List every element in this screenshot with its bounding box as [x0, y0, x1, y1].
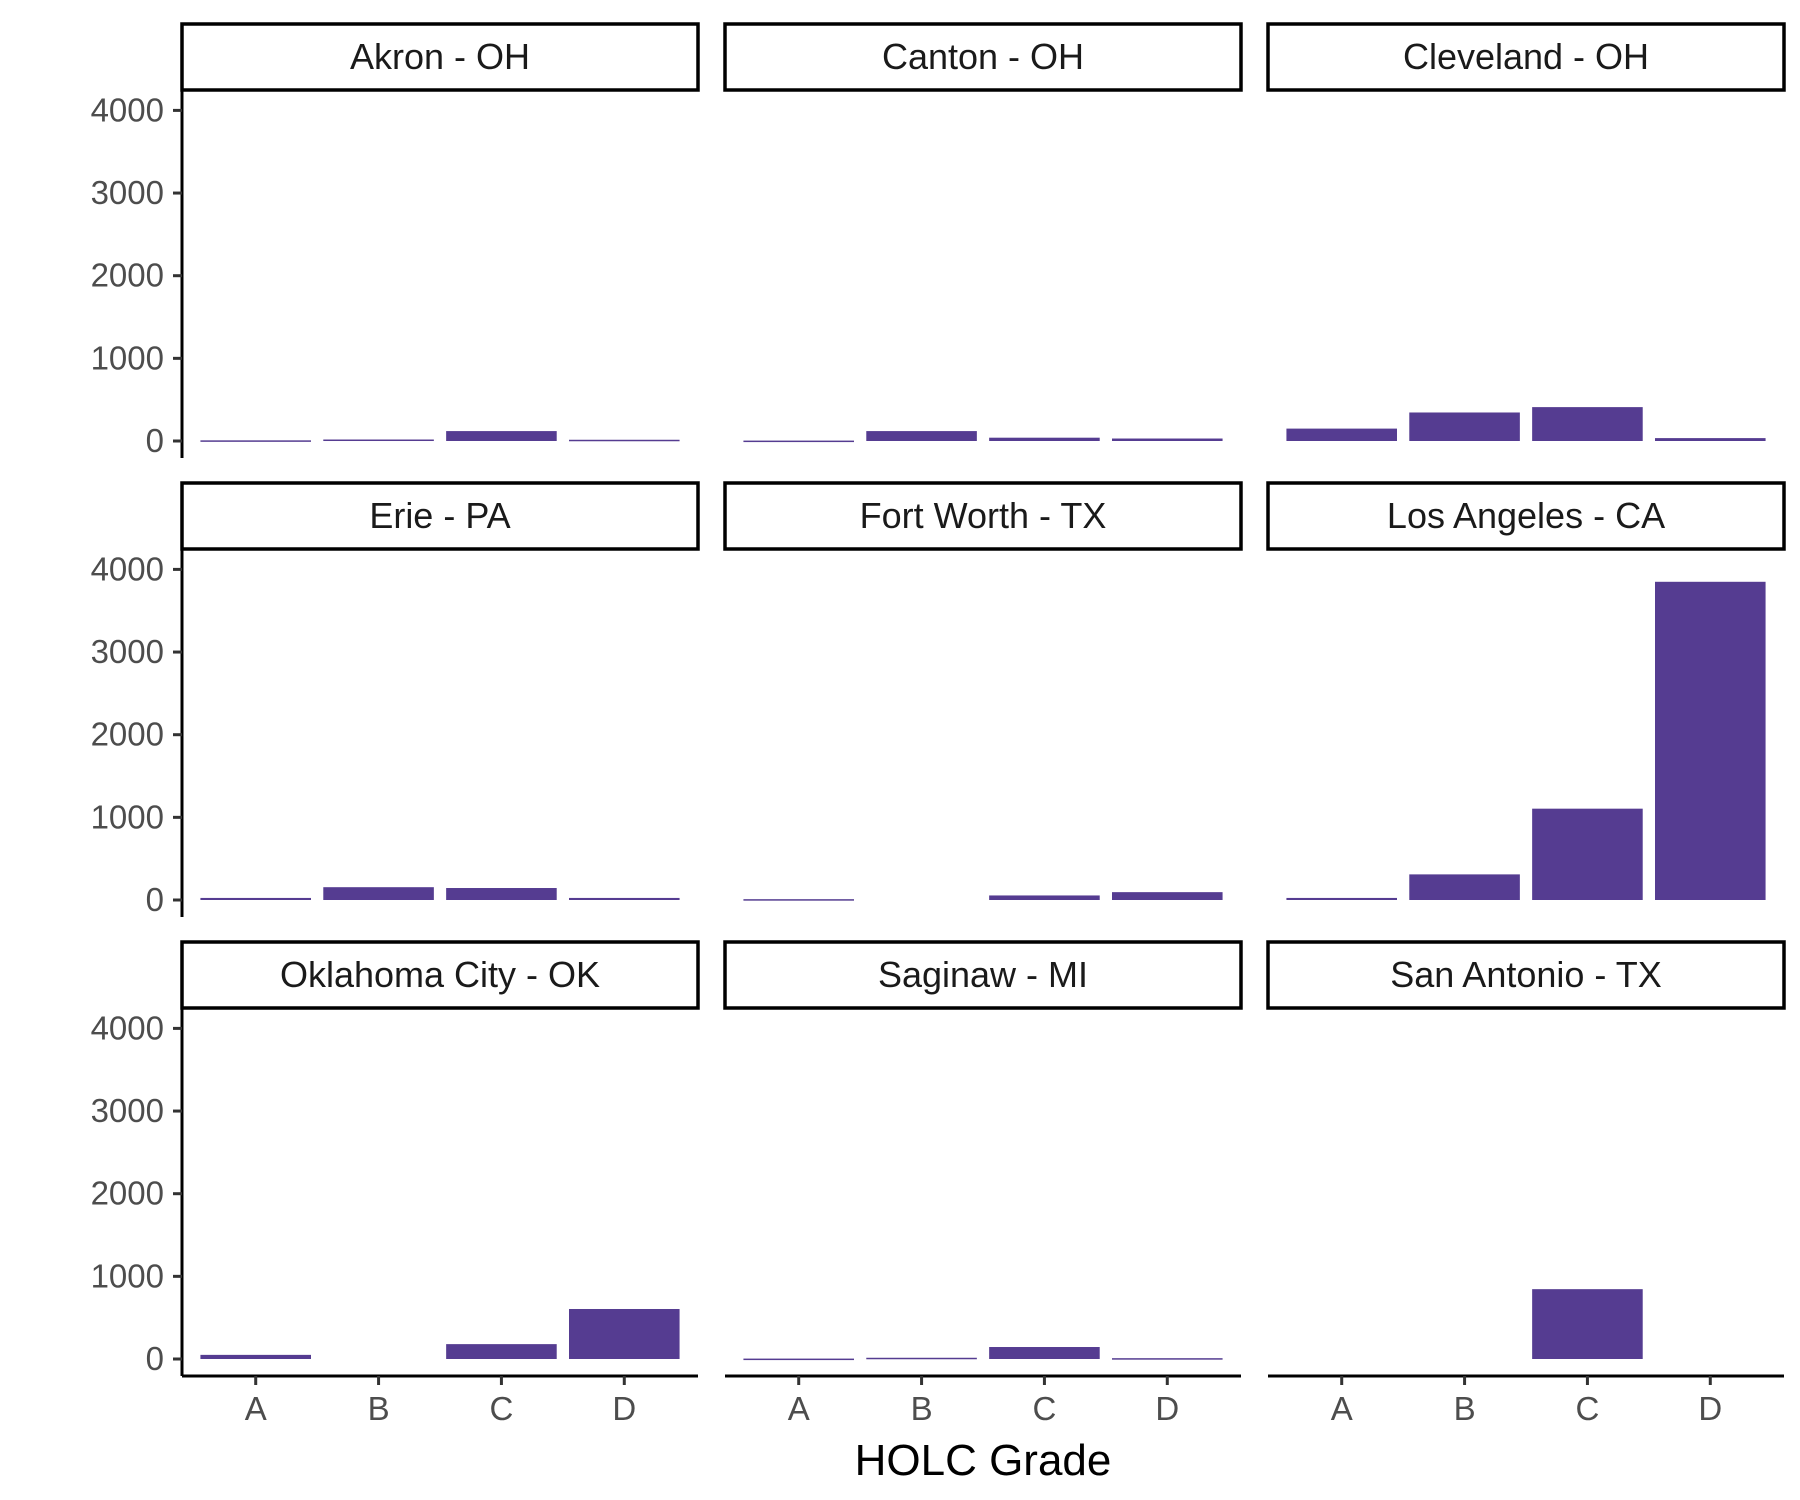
facet-title: Oklahoma City - OK [280, 954, 600, 995]
bar-B [866, 1357, 977, 1360]
bar-C [446, 431, 557, 441]
facet-title: Fort Worth - TX [860, 495, 1107, 536]
x-tick-label: C [1033, 1390, 1057, 1427]
bar-D [1655, 438, 1766, 441]
bar-A [200, 1354, 311, 1359]
y-tick-label: 1000 [91, 1257, 164, 1294]
y-tick-label: 0 [146, 1340, 164, 1377]
y-tick-label: 1000 [91, 798, 164, 835]
y-tick-label: 3000 [91, 174, 164, 211]
facet-panel-7: Saginaw - MI A B C D [723, 940, 1243, 1427]
y-tick-label: 4000 [91, 1009, 164, 1046]
bar-D [569, 897, 680, 900]
bar-B [1409, 412, 1520, 441]
x-tick-label: A [1331, 1390, 1353, 1427]
y-tick-label: 0 [146, 422, 164, 459]
x-tick-label: D [1698, 1390, 1722, 1427]
facet-strip [723, 940, 1243, 1010]
facet-strip [180, 22, 700, 92]
facet-title: Erie - PA [369, 495, 510, 536]
x-tick-label: B [911, 1390, 933, 1427]
facet-title: Akron - OH [350, 36, 530, 77]
bar-C [989, 895, 1100, 900]
facet-panel-2: Cleveland - OH [1266, 22, 1786, 441]
facet-title: San Antonio - TX [1390, 954, 1662, 995]
x-tick-label: B [1454, 1390, 1476, 1427]
bar-C [1532, 808, 1643, 900]
facet-strip [723, 22, 1243, 92]
bar-D [1655, 581, 1766, 900]
y-tick-label: 4000 [91, 91, 164, 128]
bar-C [446, 1344, 557, 1359]
y-tick-label: 2000 [91, 1175, 164, 1212]
y-tick-label: 2000 [91, 257, 164, 294]
x-tick-label: A [245, 1390, 267, 1427]
facet-strip [1266, 22, 1786, 92]
bar-B [323, 887, 434, 900]
bar-C [1532, 407, 1643, 441]
bar-D [569, 439, 680, 442]
bar-A [200, 440, 311, 442]
bar-A [1286, 897, 1397, 900]
x-axis-title: HOLC Grade [855, 1436, 1112, 1485]
x-tick-label: D [612, 1390, 636, 1427]
facet-title: Los Angeles - CA [1387, 495, 1665, 536]
x-tick-label: C [490, 1390, 514, 1427]
bar-D [1112, 892, 1223, 900]
facet-strip [180, 940, 700, 1010]
y-tick-label: 1000 [91, 339, 164, 376]
facet-title: Saginaw - MI [878, 954, 1088, 995]
bar-C [446, 888, 557, 900]
facet-panel-1: Canton - OH [723, 22, 1243, 443]
facet-panel-6: Oklahoma City - OK 0 1000 2000 3000 4000 A B C D [91, 940, 700, 1427]
bar-B [1409, 874, 1520, 900]
facet-strip [723, 481, 1243, 551]
facet-panel-0: Akron - OH 0 1000 2000 3000 4000 [91, 22, 700, 459]
bar-A [743, 1358, 854, 1361]
y-tick-label: 2000 [91, 716, 164, 753]
bar-B [866, 431, 977, 441]
y-tick-label: 4000 [91, 550, 164, 587]
x-tick-label: D [1155, 1390, 1179, 1427]
facet-strip [180, 481, 700, 551]
bar-C [989, 1347, 1100, 1359]
facet-title: Canton - OH [882, 36, 1084, 77]
bar-C [989, 437, 1100, 441]
y-tick-label: 3000 [91, 633, 164, 670]
bar-A [200, 897, 311, 900]
bar-A [1286, 428, 1397, 441]
bar-A [743, 440, 854, 443]
bar-D [1112, 1358, 1223, 1360]
facet-strip [1266, 940, 1786, 1010]
facet-panel-3: Erie - PA 0 1000 2000 3000 4000 [91, 481, 700, 918]
x-tick-label: A [788, 1390, 810, 1427]
bar-C [1532, 1289, 1643, 1359]
x-tick-label: C [1576, 1390, 1600, 1427]
x-tick-label: B [368, 1390, 390, 1427]
bar-A [743, 899, 854, 901]
y-tick-label: 0 [146, 881, 164, 918]
facet-panel-8: San Antonio - TX A B C D [1266, 940, 1786, 1427]
facet-panel-4: Fort Worth - TX [723, 481, 1243, 901]
facet-panel-5: Los Angeles - CA [1266, 481, 1786, 900]
facet-title: Cleveland - OH [1403, 36, 1649, 77]
bar-B [323, 439, 434, 442]
facet-strip [1266, 481, 1786, 551]
y-tick-label: 3000 [91, 1092, 164, 1129]
bar-D [1112, 438, 1223, 441]
bar-D [569, 1308, 680, 1359]
